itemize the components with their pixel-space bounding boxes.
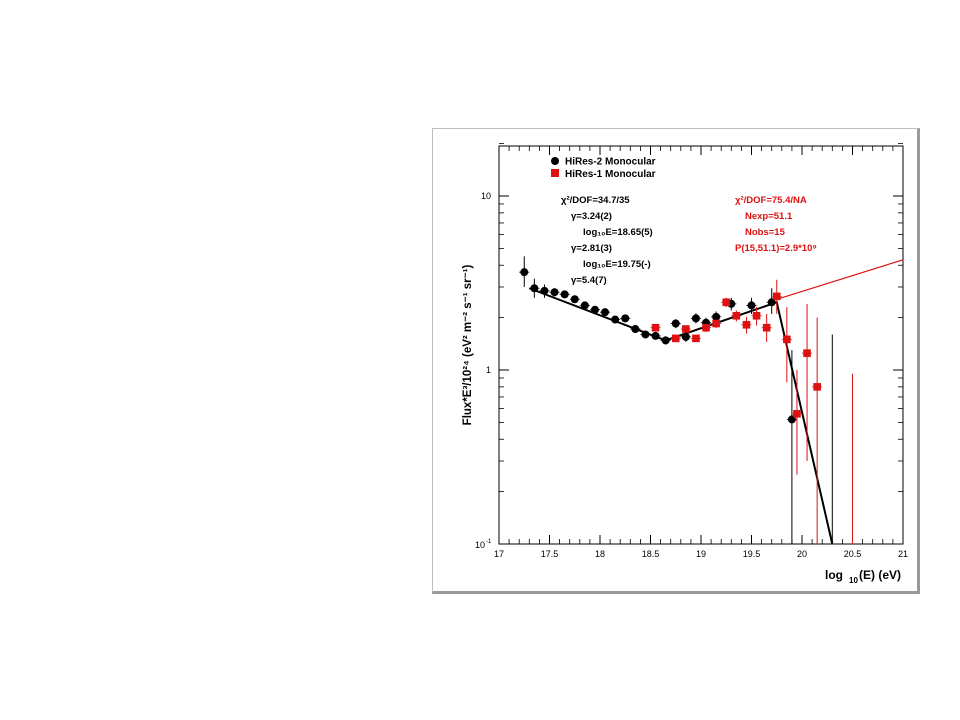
data-point-hires2: [590, 305, 599, 314]
y-axis-title: Flux*E³/10²⁴ (eV² m⁻² s⁻¹ sr⁻¹): [462, 265, 474, 426]
data-point-hires1: [752, 311, 761, 320]
data-point-hires1: [772, 292, 781, 301]
x-axis-title-sub: 10: [849, 576, 858, 585]
x-tick-label: 19: [696, 549, 706, 559]
data-point-hires2: [611, 315, 620, 324]
data-point-hires2: [691, 314, 700, 323]
data-point-hires1: [803, 349, 811, 357]
data-point-hires2: [621, 314, 630, 323]
annot-break1: log₁₀E=18.65(5): [583, 227, 653, 238]
fit-line-hires1: [776, 259, 904, 300]
data-point-hires2: [681, 332, 690, 341]
y-tick-label: 1: [486, 365, 491, 375]
data-point-hires2: [631, 325, 640, 334]
data-point-hires2: [712, 312, 721, 321]
plot-frame: [498, 145, 904, 545]
fit-annotations-hires1: χ²/DOF=75.4/NA Nexp=51.1 Nobs=15 P(15,51…: [735, 195, 817, 254]
x-axis-title: log 10 (E) (eV): [825, 568, 901, 585]
x-tick-label: 17.5: [541, 549, 559, 559]
axis-ticks: [498, 143, 904, 545]
data-point-hires1: [742, 320, 751, 329]
data-point-hires2: [767, 298, 776, 307]
annot-nobs: Nobs=15: [745, 227, 786, 238]
data-markers: [520, 268, 821, 424]
data-point-hires1: [722, 298, 731, 307]
data-point-hires2: [671, 319, 680, 328]
data-point-hires2: [580, 301, 589, 310]
data-point-hires1: [712, 319, 720, 328]
legend-label-hires2: HiRes-2 Monocular: [565, 157, 656, 168]
data-point-hires2: [747, 301, 756, 310]
data-point-hires2: [641, 330, 650, 339]
x-tick-label: 19.5: [743, 549, 761, 559]
x-tick-label: 18.5: [642, 549, 660, 559]
x-tick-label: 18: [595, 549, 605, 559]
data-point-hires1: [692, 334, 700, 343]
data-point-hires2: [520, 268, 529, 277]
annot-probability: P(15,51.1)=2.9*10⁹: [735, 243, 817, 254]
data-point-hires1: [702, 323, 710, 332]
annot-nexp: Nexp=51.1: [745, 211, 793, 222]
y-tick-label: 10: [475, 540, 485, 550]
annot-chi2-red: χ²/DOF=75.4/NA: [735, 195, 807, 206]
annot-chi2-black: χ²/DOF=34.7/35: [561, 195, 630, 206]
x-axis-title-unit: (E) (eV): [859, 568, 901, 582]
data-point-hires1: [682, 325, 690, 333]
fit-annotations-hires2: χ²/DOF=34.7/35 γ=3.24(2) log₁₀E=18.65(5)…: [561, 195, 653, 286]
y-tick-label: 10: [481, 191, 491, 201]
data-point-hires2: [550, 288, 559, 297]
fit-lines: [528, 259, 904, 545]
data-point-hires2: [570, 295, 579, 304]
annot-gamma1: γ=3.24(2): [571, 211, 612, 222]
legend: HiRes-2 Monocular HiRes-1 Monocular: [551, 157, 656, 180]
chart-panel: 17 17.5 18 18.5 19 19.5 20 20.5 21 10 1 10 -1 HiRes-…: [432, 128, 920, 594]
x-tick-label: 20: [797, 549, 807, 559]
annot-gamma3: γ=5.4(7): [571, 275, 607, 286]
data-point-hires1: [793, 410, 801, 418]
x-axis-title-main: log: [825, 568, 843, 582]
data-point-hires2: [601, 308, 610, 317]
data-point-hires1: [671, 334, 680, 343]
x-tick-label: 20.5: [844, 549, 862, 559]
data-point-hires1: [732, 311, 741, 320]
data-point-hires2: [530, 284, 539, 293]
legend-marker-hires1: [551, 169, 559, 177]
data-point-hires1: [762, 323, 771, 332]
data-point-hires2: [661, 336, 670, 345]
y-tick-exponent: -1: [486, 539, 492, 545]
legend-marker-hires2: [551, 157, 559, 165]
annot-break2: log₁₀E=19.75(-): [583, 259, 651, 270]
data-point-hires1: [651, 323, 660, 332]
legend-label-hires1: HiRes-1 Monocular: [565, 169, 656, 180]
data-point-hires1: [813, 383, 821, 391]
data-point-hires2: [651, 331, 660, 340]
data-point-hires1: [783, 335, 791, 344]
data-point-hires2: [560, 290, 569, 299]
x-tick-label: 17: [494, 549, 504, 559]
data-point-hires2: [540, 286, 549, 295]
x-tick-label: 21: [898, 549, 908, 559]
fit-line-hires2: [528, 287, 834, 545]
annot-gamma2: γ=2.81(3): [571, 243, 612, 254]
